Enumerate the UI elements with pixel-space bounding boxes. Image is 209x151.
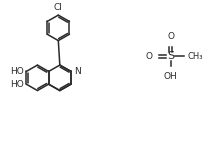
Text: S: S <box>167 51 174 61</box>
Text: HO: HO <box>10 80 24 89</box>
Text: CH₃: CH₃ <box>187 52 203 61</box>
Text: HO: HO <box>10 67 24 76</box>
Text: N: N <box>74 67 81 76</box>
Text: O: O <box>146 52 153 61</box>
Text: O: O <box>167 32 174 41</box>
Text: OH: OH <box>164 72 177 81</box>
Text: Cl: Cl <box>54 3 63 12</box>
